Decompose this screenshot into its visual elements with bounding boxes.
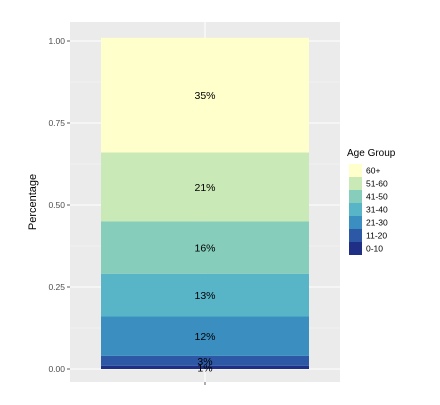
bar-segment-60+ (101, 37, 309, 153)
legend-title: Age Group (347, 148, 396, 159)
legend-key-51-60 (349, 177, 362, 190)
legend-label-51-60: 51-60 (366, 179, 388, 189)
legend-key-60+ (349, 164, 362, 177)
legend-label-60+: 60+ (366, 166, 380, 176)
legend-label-31-40: 31-40 (366, 205, 388, 215)
data-label-11-20: 3% (197, 356, 212, 368)
legend-key-21-30 (349, 216, 362, 229)
data-label-21-30: 12% (194, 331, 215, 343)
bar-segment-0-10 (101, 365, 309, 369)
data-label-51-60: 21% (194, 182, 215, 194)
legend-label-0-10: 0-10 (366, 244, 383, 254)
bar-segment-11-20 (101, 355, 309, 366)
bar-segment-31-40 (101, 273, 309, 317)
legend-key-31-40 (349, 203, 362, 216)
y-tick-label: 0.50 (48, 200, 65, 210)
bar-segment-51-60 (101, 152, 309, 222)
legend-key-11-20 (349, 229, 362, 242)
y-axis-title: Percentage (27, 174, 39, 230)
y-tick-label: 0.25 (48, 282, 65, 292)
data-label-0-10: 1% (197, 362, 212, 374)
legend-label-41-50: 41-50 (366, 192, 388, 202)
stacked-bar (101, 37, 309, 369)
bar-segment-21-30 (101, 316, 309, 356)
legend-label-11-20: 11-20 (366, 231, 387, 241)
y-tick-label: 0.75 (48, 118, 65, 128)
y-axis: 0.00 0.25 0.50 0.75 1.00 (48, 36, 206, 385)
data-labels: 1%3% 12% 13% 16% 21% 35% (194, 90, 215, 374)
legend: Age Group 60+ 51-60 41-50 31-40 21-30 11-20 0-… (347, 148, 396, 255)
y-tick-label: 1.00 (48, 36, 65, 46)
data-label-60+: 35% (194, 90, 215, 102)
data-label-31-40: 13% (194, 290, 215, 302)
legend-key-0-10 (349, 242, 362, 255)
bar-segment-41-50 (101, 221, 309, 274)
legend-key-41-50 (349, 190, 362, 203)
y-tick-label: 0.00 (48, 364, 65, 374)
data-label-41-50: 16% (194, 243, 215, 255)
legend-label-21-30: 21-30 (366, 218, 388, 228)
